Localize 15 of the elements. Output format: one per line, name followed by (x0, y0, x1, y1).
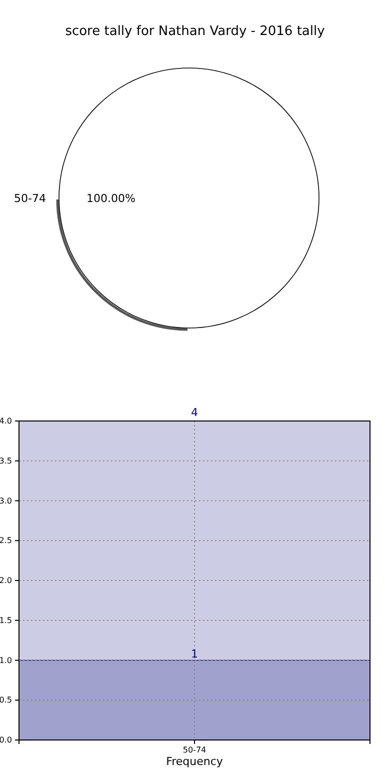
y-tick-label: 1.5 (0, 616, 12, 625)
y-tick-label: 2.0 (0, 576, 12, 586)
total-label: 4 (191, 406, 198, 419)
y-tick-label: 3.5 (0, 456, 12, 466)
y-tick-label: 2.5 (0, 536, 12, 546)
slice-label: 50-74 (14, 192, 46, 205)
data-label: 100.00% (86, 192, 136, 205)
chart-title: score tally for Nathan Vardy - 2016 tally (65, 24, 326, 39)
y-tick-label: 0.0 (0, 736, 12, 745)
y-tick-label: 3.0 (0, 496, 12, 506)
y-tick-label: 1.0 (0, 656, 12, 665)
x-axis-title: Frequency (166, 755, 224, 768)
y-tick-label: 4.0 (0, 416, 12, 426)
data-label: 1 (191, 647, 198, 660)
y-tick-label: 0.5 (0, 696, 12, 705)
